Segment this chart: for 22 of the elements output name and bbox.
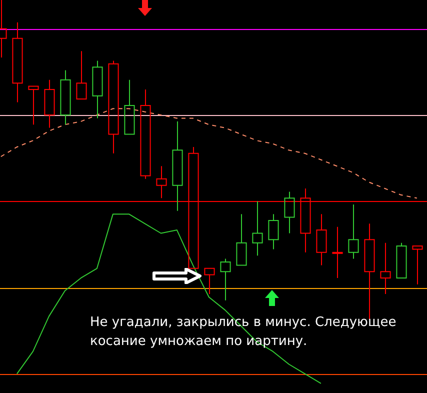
candlestick (60, 70, 71, 126)
candlestick (124, 79, 135, 135)
candlestick (284, 191, 295, 234)
candlestick (12, 22, 23, 103)
candlestick (76, 50, 87, 100)
candlestick (220, 258, 231, 301)
candlestick (108, 60, 119, 154)
candlestick (204, 268, 215, 294)
candlestick (156, 166, 167, 199)
candlestick (412, 246, 423, 285)
candlestick (268, 214, 279, 250)
candlestick (252, 200, 263, 256)
candlestick (172, 120, 183, 212)
candlestick (236, 214, 247, 266)
candlestick (28, 86, 39, 126)
candlestick (44, 79, 55, 128)
candlestick (316, 214, 327, 266)
candlestick (92, 60, 103, 119)
candlestick (348, 204, 359, 260)
candlestick (332, 226, 343, 278)
candlestick (140, 88, 151, 180)
candlestick (380, 242, 391, 294)
